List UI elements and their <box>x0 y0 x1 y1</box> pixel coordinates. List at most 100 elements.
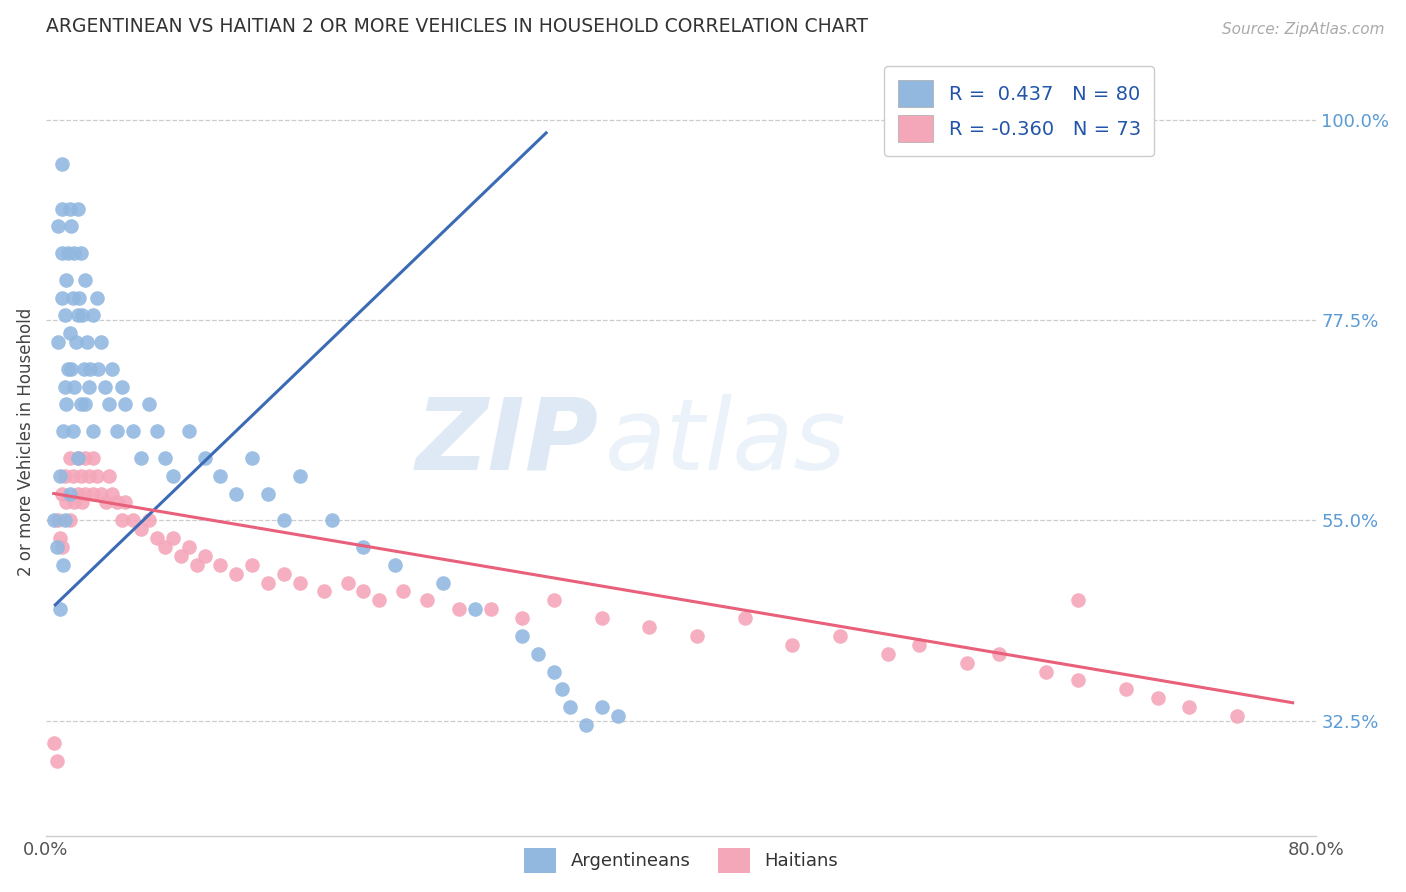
Point <box>551 682 574 697</box>
Point <box>464 602 486 616</box>
Point <box>49 468 72 483</box>
Point <box>59 486 82 500</box>
Point <box>52 558 75 572</box>
Point <box>225 566 247 581</box>
Point <box>82 309 104 323</box>
Point <box>194 450 217 465</box>
Point <box>447 602 470 616</box>
Point <box>153 540 176 554</box>
Point <box>240 450 263 465</box>
Point <box>75 273 97 287</box>
Point <box>72 309 94 323</box>
Point <box>129 522 152 536</box>
Text: ARGENTINEAN VS HAITIAN 2 OR MORE VEHICLES IN HOUSEHOLD CORRELATION CHART: ARGENTINEAN VS HAITIAN 2 OR MORE VEHICLE… <box>46 17 868 36</box>
Point <box>69 397 91 411</box>
Point <box>53 309 76 323</box>
Point <box>82 486 104 500</box>
Point <box>51 246 73 260</box>
Point <box>987 647 1010 661</box>
Point <box>62 468 84 483</box>
Point <box>86 291 108 305</box>
Point <box>416 593 439 607</box>
Point <box>75 397 97 411</box>
Point <box>75 486 97 500</box>
Point <box>956 656 979 670</box>
Point <box>51 157 73 171</box>
Point <box>111 379 134 393</box>
Point <box>55 397 77 411</box>
Point <box>353 540 375 554</box>
Point <box>138 513 160 527</box>
Point <box>90 335 112 350</box>
Point <box>146 424 169 438</box>
Point <box>69 246 91 260</box>
Point <box>51 202 73 216</box>
Point <box>59 450 82 465</box>
Y-axis label: 2 or more Vehicles in Household: 2 or more Vehicles in Household <box>17 308 35 576</box>
Point <box>591 611 613 625</box>
Point <box>122 424 145 438</box>
Point <box>76 335 98 350</box>
Point <box>87 362 110 376</box>
Point <box>101 362 124 376</box>
Point <box>48 335 70 350</box>
Point <box>336 575 359 590</box>
Point <box>53 468 76 483</box>
Point <box>114 495 136 509</box>
Point <box>63 379 86 393</box>
Point <box>591 700 613 714</box>
Point <box>782 638 804 652</box>
Text: Source: ZipAtlas.com: Source: ZipAtlas.com <box>1222 22 1385 37</box>
Point <box>1226 851 1249 865</box>
Point <box>558 700 581 714</box>
Point <box>209 558 232 572</box>
Point <box>543 665 565 679</box>
Point <box>60 362 83 376</box>
Point <box>66 486 89 500</box>
Legend: Argentineans, Haitians: Argentineans, Haitians <box>515 838 848 882</box>
Point <box>67 291 90 305</box>
Point <box>56 246 79 260</box>
Point <box>392 584 415 599</box>
Point <box>1067 673 1090 688</box>
Point <box>257 486 280 500</box>
Point <box>368 593 391 607</box>
Point <box>638 620 661 634</box>
Point <box>66 202 89 216</box>
Point <box>45 540 67 554</box>
Point <box>876 647 898 661</box>
Point <box>186 558 208 572</box>
Point <box>73 362 96 376</box>
Point <box>45 754 67 768</box>
Point <box>273 566 295 581</box>
Text: ZIP: ZIP <box>416 393 599 491</box>
Point <box>111 513 134 527</box>
Point <box>56 362 79 376</box>
Point <box>49 531 72 545</box>
Point <box>59 326 82 341</box>
Point <box>82 450 104 465</box>
Point <box>48 219 70 234</box>
Point <box>828 629 851 643</box>
Point <box>98 468 121 483</box>
Point <box>384 558 406 572</box>
Point <box>59 202 82 216</box>
Point <box>55 495 77 509</box>
Point <box>1115 682 1137 697</box>
Point <box>686 629 709 643</box>
Point <box>52 424 75 438</box>
Point <box>209 468 232 483</box>
Point <box>53 379 76 393</box>
Point <box>69 468 91 483</box>
Point <box>288 575 311 590</box>
Point <box>51 540 73 554</box>
Point <box>240 558 263 572</box>
Point <box>66 309 89 323</box>
Point <box>129 450 152 465</box>
Point <box>94 495 117 509</box>
Point <box>122 513 145 527</box>
Point <box>51 486 73 500</box>
Point <box>42 513 65 527</box>
Point <box>114 397 136 411</box>
Point <box>1226 709 1249 723</box>
